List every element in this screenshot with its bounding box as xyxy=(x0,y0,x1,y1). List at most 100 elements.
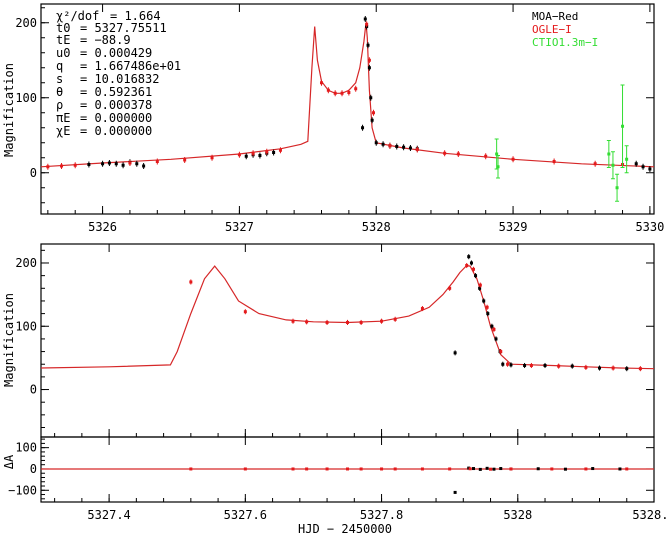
bottom-data-point xyxy=(509,467,513,471)
bottom-data-point xyxy=(420,467,424,471)
x-axis-label: HJD − 2450000 xyxy=(298,522,392,536)
top-data-point xyxy=(369,96,373,100)
top-data-point xyxy=(46,165,50,169)
middle-data-point xyxy=(474,274,478,278)
top-data-point xyxy=(456,152,460,156)
param-theta-key: θ xyxy=(56,85,63,99)
middle-data-point xyxy=(467,255,471,259)
middle-data-point xyxy=(598,366,602,370)
top-data-point xyxy=(615,186,619,190)
middle-data-point xyxy=(492,327,496,331)
top-data-point xyxy=(347,91,351,94)
bottom-data-point xyxy=(478,467,482,471)
param-u0-key: u0 xyxy=(56,46,70,60)
bottom-data-point xyxy=(591,467,595,471)
middle-data-point xyxy=(420,307,424,311)
middle-y-axis-label: Magnification xyxy=(2,293,16,387)
param-q-key: q xyxy=(56,59,63,73)
middle-data-point xyxy=(325,320,329,324)
top-data-point xyxy=(511,157,515,161)
middle-data-point xyxy=(501,362,505,366)
top-data-point xyxy=(648,167,652,171)
top-data-point xyxy=(237,153,241,157)
bottom-ytick-label: −100 xyxy=(8,483,37,497)
param-te-value: = −88.9 xyxy=(80,33,131,47)
bottom-data-point xyxy=(189,467,193,471)
top-data-point xyxy=(402,145,406,149)
top-data-point xyxy=(370,118,374,122)
top-data-point xyxy=(340,91,344,95)
middle-data-point xyxy=(584,365,588,369)
top-data-point xyxy=(621,124,625,128)
top-ytick-label: 100 xyxy=(15,91,37,105)
param-rho-value: = 0.000378 xyxy=(80,98,152,112)
top-data-point xyxy=(367,66,371,70)
middle-data-point xyxy=(523,363,527,367)
middle-model-curve xyxy=(40,264,655,370)
middle-data-point xyxy=(494,337,498,341)
middle-data-point xyxy=(243,310,247,314)
top-data-point xyxy=(251,151,255,155)
middle-ytick-label: 0 xyxy=(30,383,37,397)
top-data-point xyxy=(367,58,371,62)
top-data-point xyxy=(258,154,262,157)
bottom-data-point xyxy=(472,467,476,471)
bottom-xtick-label: 5327.8 xyxy=(360,508,403,522)
top-data-point xyxy=(484,154,488,158)
middle-data-point xyxy=(472,267,476,271)
top-data-point xyxy=(371,111,375,115)
middle-data-point xyxy=(543,363,547,367)
bottom-data-point xyxy=(346,467,349,471)
top-panel-frame xyxy=(40,3,655,215)
bottom-ytick-label: 0 xyxy=(30,462,37,476)
middle-data-point xyxy=(393,317,397,321)
param-chie-key: χE xyxy=(56,124,70,138)
middle-ytick-label: 100 xyxy=(15,319,37,333)
legend-ogle-i: OGLE−I xyxy=(532,23,572,36)
top-data-point xyxy=(155,160,159,163)
top-data-point xyxy=(320,81,324,85)
legend-ctio-i: CTIO1.3m−I xyxy=(532,36,598,49)
top-data-point xyxy=(272,151,276,154)
param-t0-key: t0 xyxy=(56,21,70,35)
top-data-point xyxy=(354,87,358,91)
param-s-value: = 10.016832 xyxy=(80,72,159,86)
middle-data-point xyxy=(485,305,489,309)
middle-data-point xyxy=(557,364,561,368)
middle-data-point xyxy=(189,280,193,284)
param-chi2-key: χ²/dof xyxy=(56,9,99,23)
param-chi2-value: = 1.664 xyxy=(110,9,161,23)
middle-data-point xyxy=(305,320,309,324)
top-data-point xyxy=(641,165,645,169)
top-data-point xyxy=(326,88,330,92)
top-data-point xyxy=(363,17,367,21)
top-data-point xyxy=(408,146,412,150)
param-u0-value: = 0.000429 xyxy=(80,46,152,60)
param-s-key: s xyxy=(56,72,63,86)
legend: MOA−Red OGLE−I CTIO1.3m−I xyxy=(532,10,598,49)
bottom-y-axis-label: ΔA xyxy=(2,454,16,469)
top-data-point xyxy=(395,145,399,148)
bottom-data-point xyxy=(380,467,384,471)
param-pie-key: πE xyxy=(56,111,70,125)
top-data-point xyxy=(107,161,111,165)
middle-data-point xyxy=(482,299,486,303)
top-data-point xyxy=(443,151,447,155)
top-y-axis-label: Magnification xyxy=(2,63,16,157)
bottom-data-point xyxy=(584,467,588,471)
middle-data-point xyxy=(486,312,490,316)
top-data-point xyxy=(265,150,269,154)
top-data-point xyxy=(415,148,419,151)
middle-data-point xyxy=(465,264,469,268)
top-data-point xyxy=(183,158,187,162)
middle-data-point xyxy=(478,286,482,290)
top-ytick-label: 200 xyxy=(15,16,37,30)
top-data-point xyxy=(114,162,118,166)
bottom-data-point xyxy=(243,467,247,471)
param-t0-value: = 5327.75511 xyxy=(80,21,167,35)
top-ytick-label: 0 xyxy=(30,166,37,180)
top-data-point xyxy=(333,91,337,95)
bottom-xtick-label: 5327.4 xyxy=(87,508,130,522)
middle-data-point xyxy=(529,363,533,367)
bottom-ytick-label: 100 xyxy=(15,441,37,455)
